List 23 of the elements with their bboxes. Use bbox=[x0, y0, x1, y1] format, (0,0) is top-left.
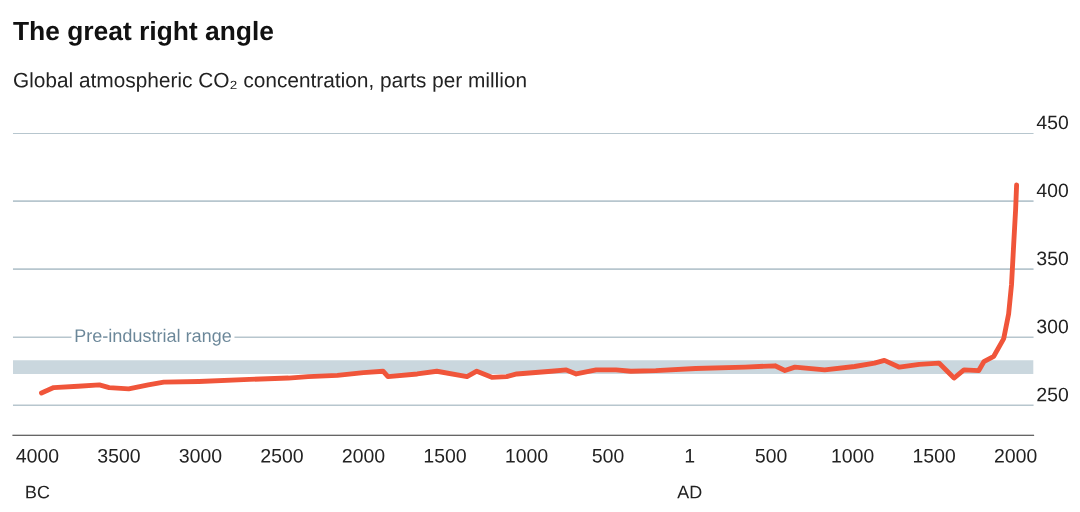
x-tick-label: 1500 bbox=[913, 448, 955, 463]
text: BC bbox=[26, 485, 50, 499]
x-tick-label: 500 bbox=[592, 448, 624, 463]
x-tick-label: 2000 bbox=[342, 448, 385, 463]
x-tick-label: 500 bbox=[755, 448, 787, 463]
text: AD bbox=[677, 485, 702, 499]
y-tick-label: 450 bbox=[1036, 115, 1069, 130]
y-tick-label: 300 bbox=[1037, 319, 1069, 334]
x-tick-label: 3000 bbox=[179, 448, 222, 463]
x-tick-label: 2500 bbox=[261, 448, 303, 463]
chart-subtitle: Global atmospheric CO₂ concentration, parts per million bbox=[14, 72, 526, 92]
x-tick-label: 1000 bbox=[832, 448, 874, 463]
x-tick-label: 1 bbox=[685, 449, 695, 463]
x-tick-label: 1500 bbox=[424, 448, 466, 463]
y-tick-label: 350 bbox=[1037, 251, 1069, 266]
x-tick-label: 1000 bbox=[506, 448, 548, 463]
x-tick-label: 4000 bbox=[16, 448, 59, 463]
x-tick-label: 3500 bbox=[98, 448, 140, 463]
band-label: Pre-industrial range bbox=[75, 328, 231, 346]
y-tick-label: 400 bbox=[1036, 183, 1069, 198]
y-tick-label: 250 bbox=[1037, 387, 1069, 402]
chart-title: The great right angle bbox=[13, 20, 274, 46]
x-tick-label: 2000 bbox=[994, 448, 1037, 463]
